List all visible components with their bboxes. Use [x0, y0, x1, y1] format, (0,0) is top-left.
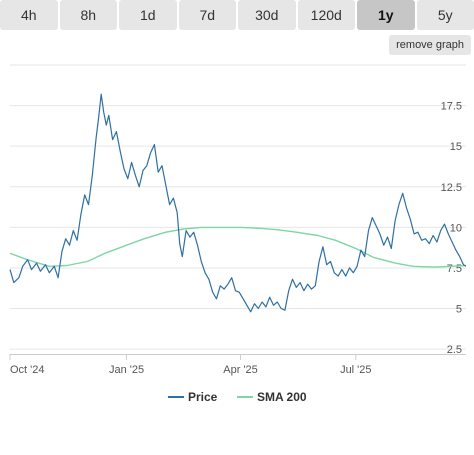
legend-label: Price [188, 390, 218, 404]
price-chart: 2.5 5 7.5 10 12.5 15 17.5 Oct '24 Jan '25 Apr '2… [9, 64, 467, 404]
series-lines [9, 93, 467, 313]
tab-1y[interactable]: 1y [357, 0, 415, 30]
x-tick-label: Jul '25 [340, 364, 371, 376]
tab-1d[interactable]: 1d [119, 0, 177, 30]
y-tick-label: 7.5 [447, 263, 462, 275]
tab-5y[interactable]: 5y [416, 0, 474, 30]
tab-7d[interactable]: 7d [178, 0, 236, 30]
series-line-price [9, 93, 467, 313]
grid-lines [10, 64, 466, 350]
timeframe-tabs: 4h 8h 1d 7d 30d 120d 1y 5y [0, 0, 474, 30]
x-tick-label: Jan '25 [109, 364, 144, 376]
tab-8h[interactable]: 8h [59, 0, 117, 30]
legend-item-sma-200[interactable]: SMA 200 [237, 390, 307, 404]
y-tick-label: 5 [456, 304, 462, 316]
tab-120d[interactable]: 120d [297, 0, 355, 30]
legend-label: SMA 200 [257, 390, 307, 404]
tab-4h[interactable]: 4h [0, 0, 58, 30]
y-tick-label: 12.5 [441, 182, 462, 194]
series-line-sma-200 [9, 226, 467, 268]
y-tick-label: 10 [450, 222, 462, 234]
x-tick-label: Oct '24 [10, 364, 45, 376]
y-tick-label: 15 [450, 141, 462, 153]
legend[interactable]: Price SMA 200 [168, 390, 307, 404]
y-tick-label: 2.5 [447, 344, 462, 356]
y-axis-labels: 2.5 5 7.5 10 12.5 15 17.5 [441, 101, 462, 357]
x-tick-label: Apr '25 [223, 364, 258, 376]
x-axis-labels: Oct '24 Jan '25 Apr '25 Jul '25 [9, 354, 372, 376]
tab-30d[interactable]: 30d [238, 0, 296, 30]
y-tick-label: 17.5 [441, 101, 462, 113]
legend-item-price[interactable]: Price [168, 390, 218, 404]
remove-graph-button[interactable]: remove graph [389, 35, 471, 55]
